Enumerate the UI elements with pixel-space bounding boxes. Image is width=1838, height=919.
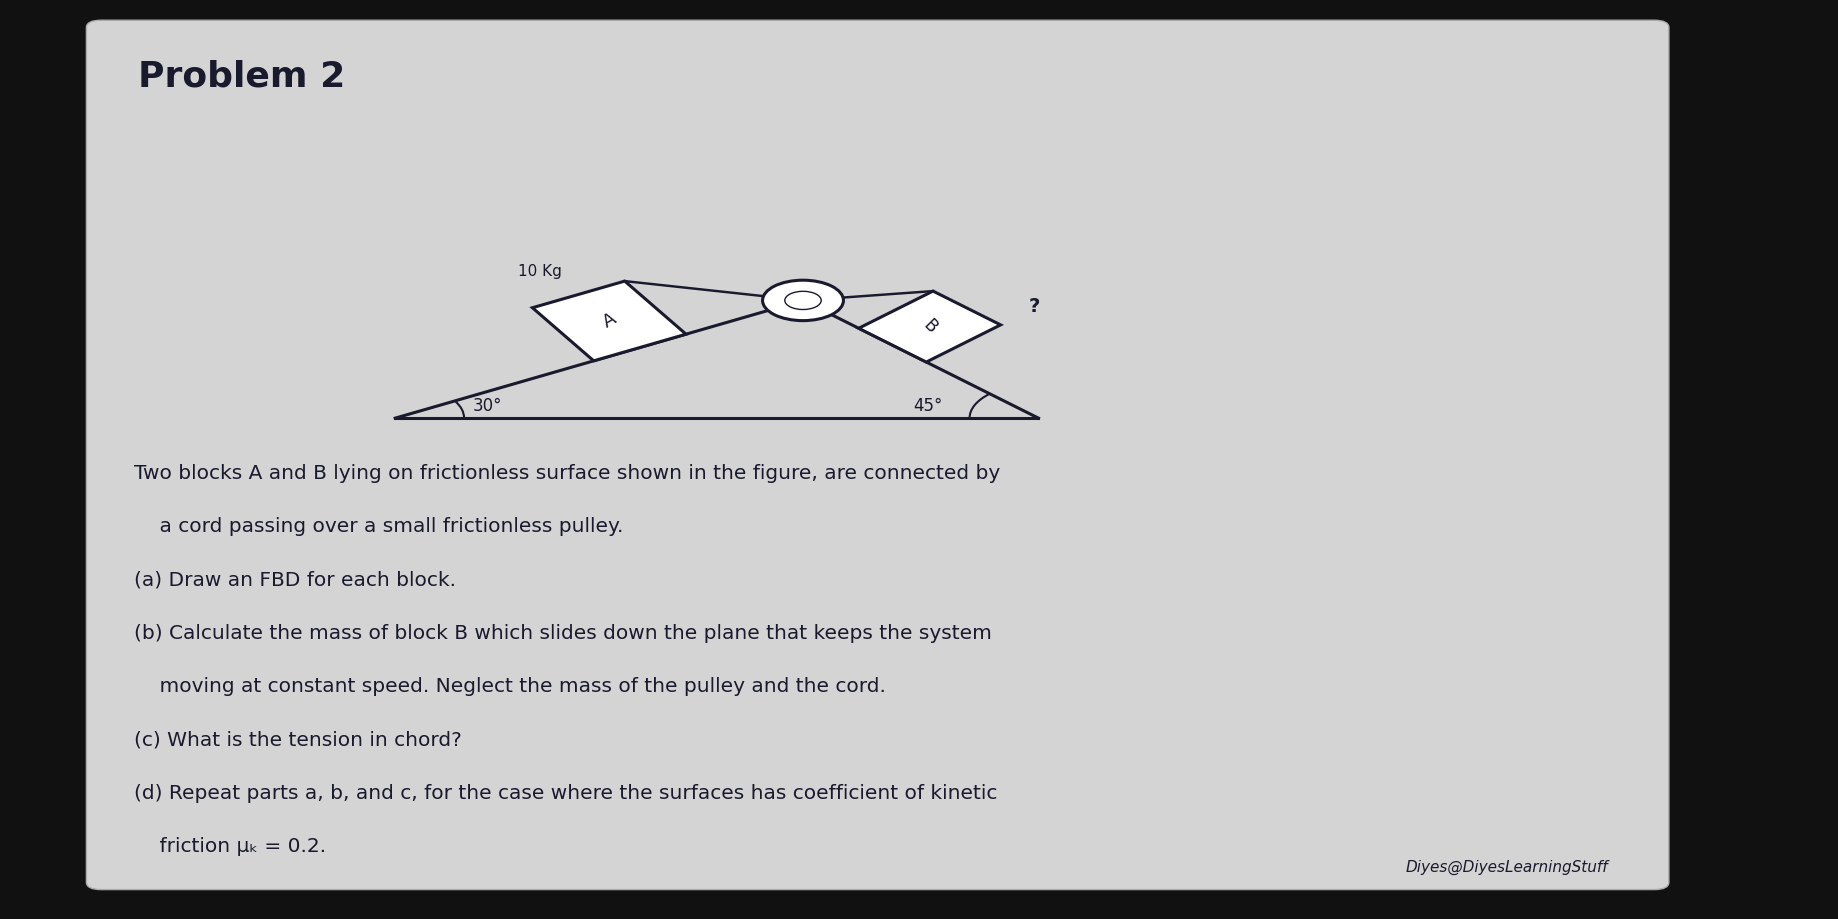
Polygon shape — [533, 281, 686, 361]
Text: 10 Kg: 10 Kg — [518, 264, 562, 279]
Text: (d) Repeat parts a, b, and c, for the case where the surfaces has coefficient of: (d) Repeat parts a, b, and c, for the ca… — [134, 784, 998, 803]
Text: friction μₖ = 0.2.: friction μₖ = 0.2. — [134, 837, 327, 857]
Text: Diyes@DiyesLearningStuff: Diyes@DiyesLearningStuff — [1406, 859, 1608, 875]
Text: (a) Draw an FBD for each block.: (a) Draw an FBD for each block. — [134, 571, 456, 590]
Text: Two blocks A and B lying on frictionless surface shown in the figure, are connec: Two blocks A and B lying on frictionless… — [134, 464, 1000, 483]
FancyBboxPatch shape — [86, 20, 1669, 890]
Text: ?: ? — [1027, 297, 1040, 316]
Circle shape — [763, 280, 844, 321]
Text: B: B — [919, 316, 939, 337]
Text: 45°: 45° — [913, 397, 943, 414]
Text: Problem 2: Problem 2 — [138, 60, 346, 94]
Text: 30°: 30° — [472, 397, 502, 414]
Polygon shape — [858, 291, 1000, 362]
Text: (c) What is the tension in chord?: (c) What is the tension in chord? — [134, 731, 461, 750]
Text: A: A — [599, 310, 619, 332]
Text: moving at constant speed. Neglect the mass of the pulley and the cord.: moving at constant speed. Neglect the ma… — [134, 677, 886, 697]
Text: a cord passing over a small frictionless pulley.: a cord passing over a small frictionless… — [134, 517, 623, 537]
Text: (b) Calculate the mass of block B which slides down the plane that keeps the sys: (b) Calculate the mass of block B which … — [134, 624, 993, 643]
